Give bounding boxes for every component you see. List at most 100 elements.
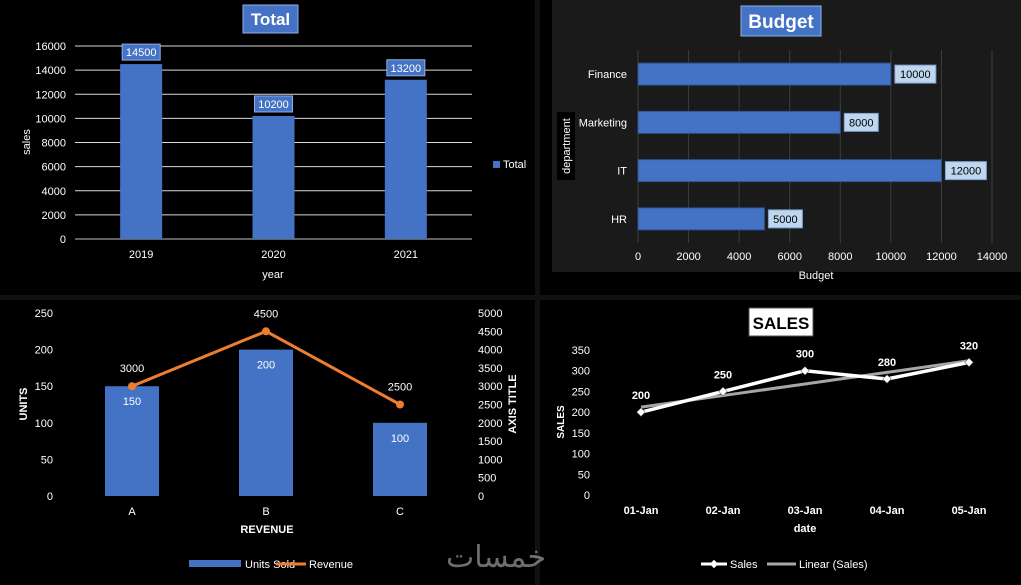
data-label: 8000 bbox=[849, 117, 873, 129]
budget-chart-xlabel: Budget bbox=[799, 270, 834, 282]
bar-A bbox=[105, 386, 159, 496]
sales-point bbox=[882, 374, 892, 384]
revenue-point bbox=[262, 327, 270, 336]
total-chart-title: Total bbox=[251, 10, 290, 29]
y-tick-label: 50 bbox=[41, 454, 53, 466]
data-label: 12000 bbox=[951, 166, 982, 178]
total-legend-label: Total bbox=[503, 159, 526, 171]
bar-IT bbox=[637, 159, 942, 183]
y2-tick-label: 3000 bbox=[478, 381, 502, 393]
sales-chart-xlabel: date bbox=[794, 523, 817, 535]
y-tick-label: 150 bbox=[572, 428, 590, 440]
y2-tick-label: 0 bbox=[478, 491, 484, 503]
data-label-box bbox=[767, 209, 803, 229]
y-tick-label: 100 bbox=[35, 418, 53, 430]
bar-2019 bbox=[120, 64, 163, 239]
y-tick-label: 300 bbox=[572, 366, 590, 378]
budget-chart-ylabel: department bbox=[561, 118, 573, 174]
x-tick-label: 12000 bbox=[926, 251, 957, 263]
y-tick-label: 250 bbox=[35, 308, 53, 320]
watermark-logo: خمسات bbox=[446, 540, 547, 575]
bar-Finance bbox=[637, 62, 892, 86]
bar-data-label: 150 bbox=[123, 396, 141, 408]
y-tick-label: 100 bbox=[572, 449, 590, 461]
y-tick-label: 10000 bbox=[35, 113, 66, 125]
y2-tick-label: 4500 bbox=[478, 326, 502, 338]
data-label-box bbox=[843, 112, 879, 132]
x-tick-label: 01-Jan bbox=[624, 505, 659, 517]
y-tick-label: 50 bbox=[578, 469, 590, 481]
line-data-label: 4500 bbox=[254, 308, 278, 320]
y-tick-label: 200 bbox=[572, 407, 590, 419]
data-label-box bbox=[121, 43, 161, 61]
y-tick-label: 16000 bbox=[35, 41, 66, 53]
sales-chart-title: SALES bbox=[753, 314, 810, 333]
sales-point bbox=[718, 386, 728, 397]
y-tick-label: Marketing bbox=[579, 117, 627, 129]
bar-Marketing bbox=[637, 110, 841, 134]
y-tick-label: HR bbox=[611, 214, 627, 226]
bar-data-label: 100 bbox=[391, 433, 409, 445]
trend-legend-label: Linear (Sales) bbox=[799, 559, 867, 571]
sales-chart-ylabel: SALES bbox=[556, 405, 567, 439]
x-tick-label: C bbox=[396, 506, 404, 518]
x-tick-label: 8000 bbox=[828, 251, 852, 263]
bar-2020 bbox=[252, 115, 295, 239]
x-tick-label: 4000 bbox=[727, 251, 751, 263]
x-tick-label: 0 bbox=[635, 251, 641, 263]
budget-chart-panel: Budget department Budget Finance Marketin… bbox=[540, 0, 1021, 295]
data-label: 250 bbox=[714, 369, 732, 381]
y-tick-label: 8000 bbox=[42, 138, 66, 150]
y-tick-label: 4000 bbox=[42, 186, 66, 198]
y-tick-label: 150 bbox=[35, 381, 53, 393]
line-data-label: 2500 bbox=[388, 382, 412, 394]
y-tick-label: 0 bbox=[47, 491, 53, 503]
y2-tick-label: 500 bbox=[478, 473, 496, 485]
bar-B bbox=[239, 349, 293, 496]
y-tick-label: IT bbox=[617, 166, 627, 178]
bar-C bbox=[373, 422, 427, 496]
sales-point bbox=[636, 407, 646, 417]
y2-tick-label: 4000 bbox=[478, 345, 502, 357]
y-tick-label: 0 bbox=[60, 234, 66, 246]
data-label: 13200 bbox=[391, 63, 422, 75]
data-label: 300 bbox=[796, 349, 814, 361]
x-tick-label: 6000 bbox=[777, 251, 801, 263]
units-sold-legend-label: Units Sold bbox=[245, 559, 295, 571]
combo-chart-y2label: AXIS TITLE bbox=[507, 374, 519, 433]
data-label: 200 bbox=[632, 390, 650, 402]
data-label: 5000 bbox=[773, 214, 797, 226]
x-tick-label: 14000 bbox=[977, 251, 1008, 263]
revenue-point bbox=[396, 400, 404, 409]
x-tick-label: 2021 bbox=[394, 249, 418, 261]
y2-tick-label: 1000 bbox=[478, 454, 502, 466]
y-tick-label: 350 bbox=[572, 345, 590, 357]
x-tick-label: B bbox=[262, 506, 269, 518]
budget-chart: Budget department Budget Finance Marketin… bbox=[540, 0, 1021, 295]
budget-chart-title: Budget bbox=[748, 12, 814, 33]
y2-tick-label: 5000 bbox=[478, 308, 502, 320]
x-tick-label: 04-Jan bbox=[870, 505, 905, 517]
y2-tick-label: 2500 bbox=[478, 400, 502, 412]
x-tick-label: 2020 bbox=[261, 249, 285, 261]
data-label: 10000 bbox=[900, 69, 931, 81]
y-tick-label: 200 bbox=[35, 345, 53, 357]
combo-chart-xlabel: REVENUE bbox=[240, 524, 293, 536]
units-revenue-chart: UNITS AXIS TITLE REVENUE Units Sold Reve… bbox=[0, 300, 535, 585]
y2-tick-label: 1500 bbox=[478, 436, 502, 448]
revenue-legend-label: Revenue bbox=[309, 559, 353, 571]
y2-tick-label: 2000 bbox=[478, 418, 502, 430]
y-tick-label: Finance bbox=[588, 69, 627, 81]
revenue-point bbox=[128, 382, 136, 391]
line-data-label: 3000 bbox=[120, 363, 144, 375]
bar-data-label: 200 bbox=[257, 360, 275, 372]
total-chart: Total sales year Total 0 2000 4000 6000 8000… bbox=[0, 0, 535, 295]
sales-legend-label: Sales bbox=[730, 559, 758, 571]
data-label: 10200 bbox=[258, 99, 289, 111]
y-tick-label: 250 bbox=[572, 386, 590, 398]
x-tick-label: 2019 bbox=[129, 249, 153, 261]
y-tick-label: 14000 bbox=[35, 65, 66, 77]
units-sold-legend-swatch bbox=[189, 560, 241, 567]
